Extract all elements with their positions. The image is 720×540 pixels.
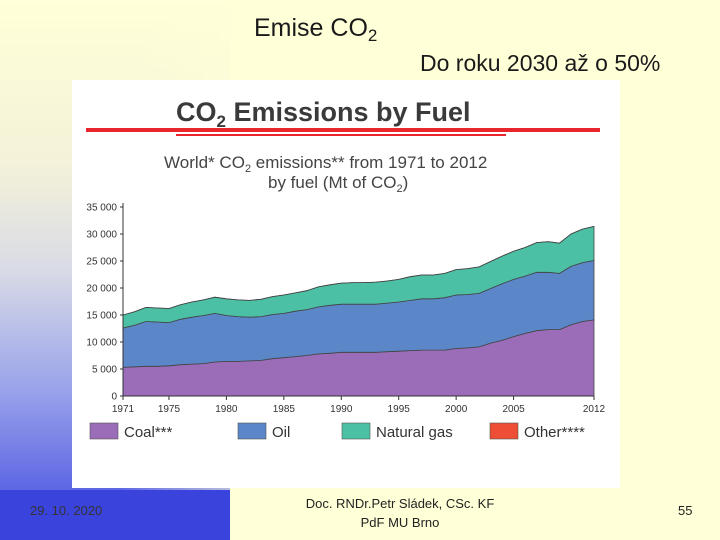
y-tick-label: 5 000 <box>92 365 117 376</box>
y-tick-label: 0 <box>111 392 117 403</box>
x-tick-label: 2012 <box>583 404 606 415</box>
footer-author: Doc. RNDr.Petr Sládek, CSc. KF PdF MU Br… <box>290 494 510 532</box>
svg-text:CO2 Emissions by Fuel: CO2 Emissions by Fuel <box>176 97 471 131</box>
svg-text:by fuel (Mt of CO2): by fuel (Mt of CO2) <box>268 173 408 195</box>
footer-date: 29. 10. 2020 <box>30 503 103 518</box>
legend-label: Oil <box>272 424 290 441</box>
x-tick-label: 1975 <box>158 404 181 415</box>
x-tick-label: 1980 <box>215 404 238 415</box>
legend-item: Coal*** <box>89 422 173 441</box>
footer-author-line1: Doc. RNDr.Petr Sládek, CSc. KF <box>305 496 495 511</box>
svg-text:World* CO2 emissions** from 19: World* CO2 emissions** from 1971 to 2012 <box>164 153 487 175</box>
y-tick-label: 25 000 <box>86 257 117 268</box>
footer-bar <box>0 490 230 540</box>
x-tick-label: 1985 <box>273 404 296 415</box>
chart-image: CO2 Emissions by Fuel World* CO2 emissio… <box>72 80 620 488</box>
chart-svg: CO2 Emissions by Fuel World* CO2 emissio… <box>86 97 606 441</box>
legend-swatch <box>489 422 519 440</box>
chart-title: CO2 Emissions by Fuel <box>176 97 471 131</box>
legend-label: Coal*** <box>124 424 173 441</box>
x-tick-label: 2000 <box>445 404 468 415</box>
slide-title-subscript: 2 <box>367 26 378 45</box>
y-tick-label: 15 000 <box>86 311 117 322</box>
y-tick-label: 20 000 <box>86 284 117 295</box>
legend-label: Other**** <box>524 424 585 441</box>
x-tick-label: 2005 <box>502 404 525 415</box>
legend-swatch <box>237 422 267 440</box>
slide-title: Emise CO2 <box>254 14 378 45</box>
x-tick-label: 1971 <box>112 404 135 415</box>
x-tick-label: 1990 <box>330 404 353 415</box>
slide-subtitle: Do roku 2030 až o 50% <box>420 50 661 76</box>
y-tick-label: 30 000 <box>86 230 117 241</box>
title-underline-short <box>176 134 506 136</box>
legend-item: Oil <box>237 422 290 441</box>
y-tick-label: 35 000 <box>86 203 117 214</box>
legend-item: Other**** <box>489 422 585 441</box>
title-underline <box>86 128 600 132</box>
legend-label: Natural gas <box>376 424 453 441</box>
legend-item: Natural gas <box>341 422 453 441</box>
y-tick-label: 10 000 <box>86 338 117 349</box>
series-area-other <box>122 226 595 316</box>
page-number: 55 <box>678 503 693 518</box>
chart-subtitle: World* CO2 emissions** from 1971 to 2012… <box>164 153 487 195</box>
legend-swatch <box>341 422 371 440</box>
x-tick-label: 1995 <box>388 404 411 415</box>
footer-author-line2: PdF MU Brno <box>360 515 440 530</box>
legend-swatch <box>89 422 119 440</box>
